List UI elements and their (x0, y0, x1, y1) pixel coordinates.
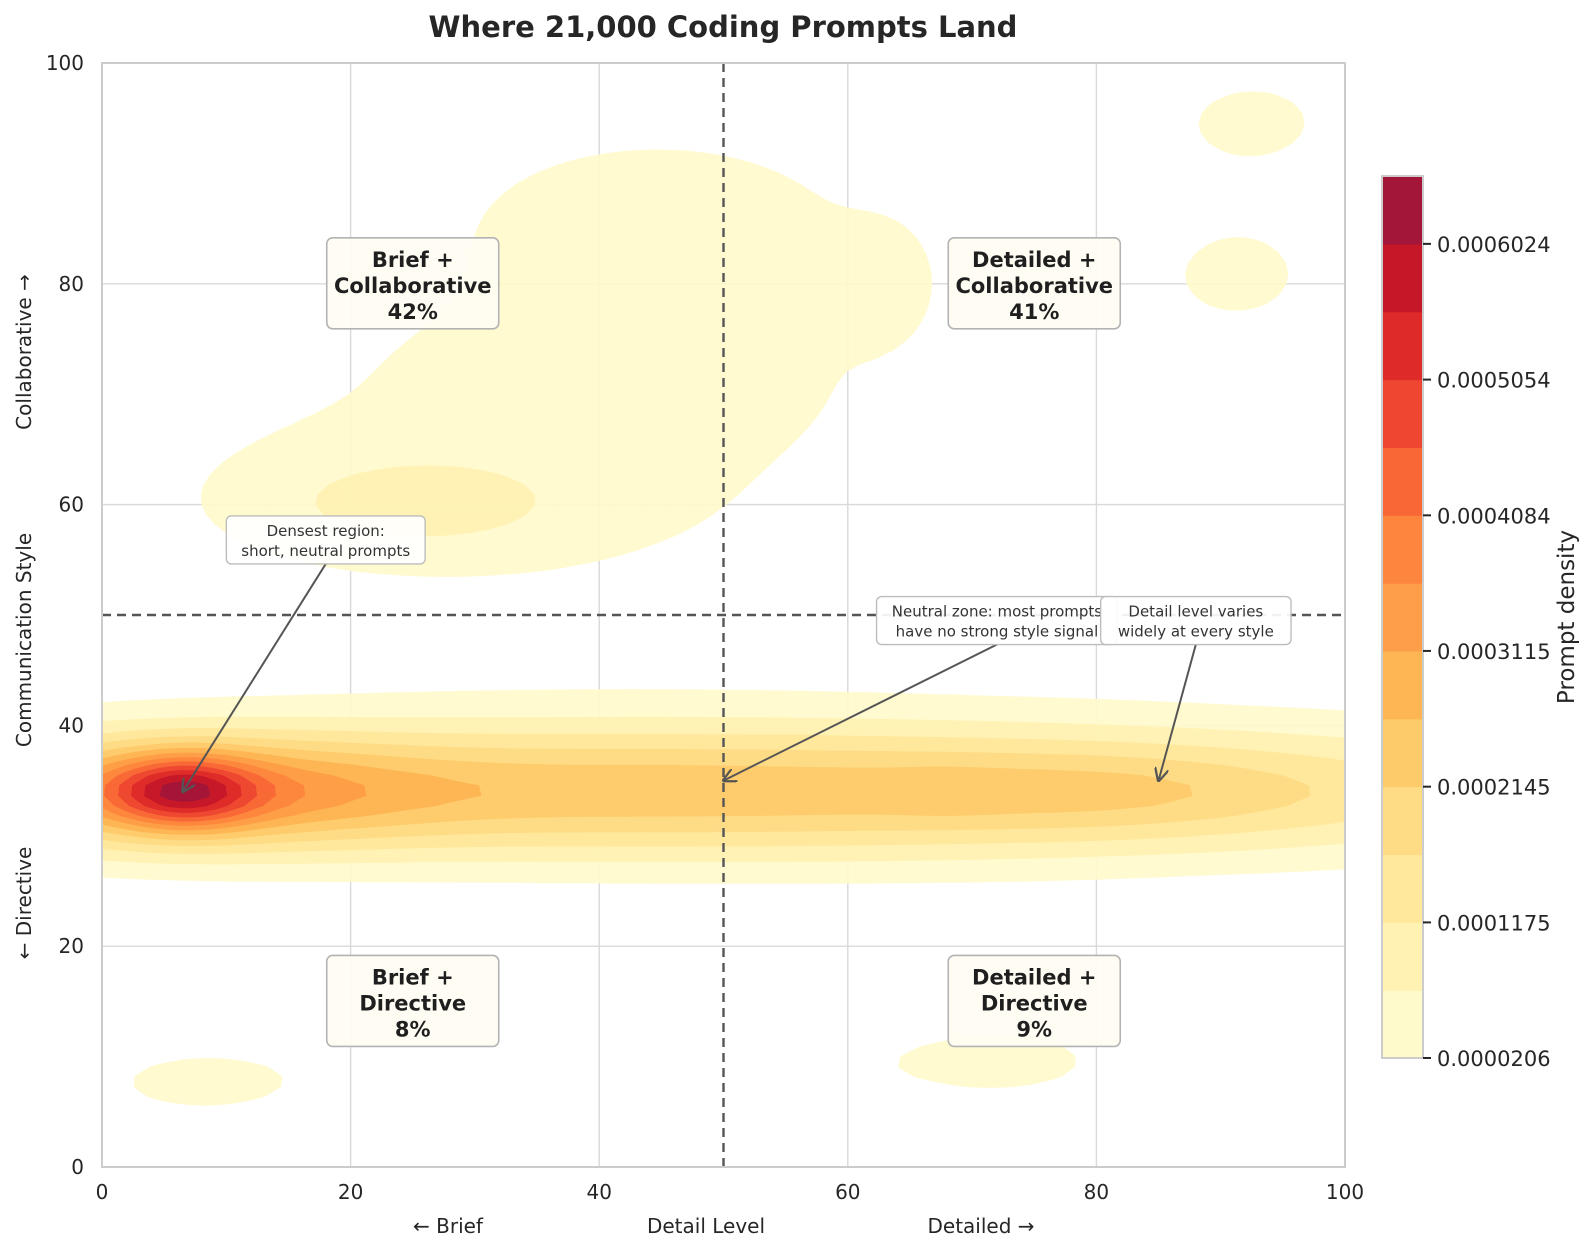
y-tick-label: 80 (59, 272, 84, 296)
y-tick-label: 100 (46, 51, 84, 75)
x-axis-label-left: ← Brief (413, 1214, 484, 1238)
axis-ticks: 0 20 40 60 80 100 0 20 40 60 80 100 (46, 51, 1364, 1204)
quadrant-label-pct: 9% (1016, 1017, 1052, 1041)
annotations: Densest region: short, neutral prompts Neu… (183, 515, 1292, 792)
quadrant-label-line1: Detailed + (972, 248, 1096, 272)
x-axis-label: Detail Level (647, 1214, 765, 1238)
annotation-line1: Densest region: (267, 522, 385, 540)
x-tick-label: 80 (1084, 1180, 1109, 1204)
colorbar-segment (1382, 311, 1423, 381)
x-axis-label-right: Detailed → (927, 1214, 1034, 1238)
quadrant-label-line2: Collaborative (334, 274, 492, 298)
colorbar-segment (1382, 922, 1423, 991)
quadrant-label-line2: Collaborative (955, 274, 1113, 298)
colorbar-tick-label: 0.0005054 (1437, 369, 1551, 393)
colorbar-tick-label: 0.0003115 (1437, 640, 1551, 664)
y-tick-label: 40 (59, 713, 84, 737)
colorbar-tick-label: 0.0002145 (1437, 776, 1551, 800)
colorbar-segment (1382, 786, 1423, 856)
colorbar-segment (1382, 990, 1423, 1059)
annotation-arrow (724, 643, 998, 781)
y-axis-label-top: Collaborative → (12, 274, 36, 430)
colorbar-tick-label: 0.0004084 (1437, 504, 1551, 528)
density-contour-level-13 (159, 781, 211, 802)
colorbar-label: Prompt density (1554, 530, 1580, 704)
chart-title: Where 21,000 Coding Prompts Land (429, 10, 1018, 44)
annotation-arrow (183, 563, 327, 792)
quadrant-label-line1: Detailed + (972, 965, 1096, 989)
annotation-line1: Detail level varies (1128, 603, 1263, 621)
colorbar-segment (1382, 176, 1423, 245)
colorbar-segment (1382, 515, 1423, 584)
annotation-line2: have no strong style signal (896, 623, 1099, 641)
quadrant-label-pct: 42% (388, 300, 438, 324)
annotation: Densest region: short, neutral prompts (183, 515, 426, 792)
colorbar-segment (1382, 583, 1423, 652)
colorbar-segment (1382, 718, 1423, 788)
quadrant-label-pct: 41% (1009, 300, 1059, 324)
y-axis-label-bottom: ← Directive (12, 847, 36, 960)
annotation-box (1099, 595, 1292, 646)
quadrant-label-box (325, 237, 500, 330)
colorbar-tick-label: 0.0001175 (1437, 911, 1551, 935)
quadrant-label-pct: 8% (395, 1017, 431, 1041)
colorbar-segment (1382, 379, 1423, 448)
colorbar-frame (1381, 175, 1424, 1059)
x-tick-label: 20 (338, 1180, 363, 1204)
quadrant-label-box (947, 237, 1122, 330)
annotation-arrow (1159, 644, 1197, 781)
annotation-line2: widely at every style (1118, 623, 1274, 641)
x-tick-label: 60 (835, 1180, 860, 1204)
y-tick-label: 20 (59, 934, 84, 958)
colorbar-segment (1382, 650, 1423, 720)
quadrant-label-line2: Directive (981, 991, 1088, 1015)
colorbar-segment (1382, 854, 1423, 923)
quadrant-label-line2: Directive (359, 991, 466, 1015)
quadrant-label-box (947, 954, 1122, 1048)
quadrant-label-line1: Brief + (372, 965, 454, 989)
y-tick-label: 60 (59, 493, 84, 517)
quadrant-label-box (325, 954, 500, 1048)
x-tick-label: 100 (1326, 1180, 1364, 1204)
annotation-box (225, 515, 426, 565)
colorbar-segment (1382, 447, 1423, 516)
x-tick-label: 40 (586, 1180, 611, 1204)
colorbar: 0.0000206 0.0001175 0.0002145 0.0003115 0.00… (1381, 175, 1551, 1071)
annotation: Detail level varies widely at every style (1099, 595, 1292, 781)
annotation: Neutral zone: most prompts have no strong… (724, 595, 1119, 781)
plot-frame (101, 62, 1346, 1168)
colorbar-tick-label: 0.0006024 (1437, 233, 1551, 257)
colorbar-segment (1382, 243, 1423, 313)
annotation-line2: short, neutral prompts (241, 542, 410, 560)
y-tick-label: 0 (71, 1155, 84, 1179)
colorbar-tick-label: 0.0000206 (1437, 1047, 1551, 1071)
density-layer (102, 91, 1345, 1106)
x-tick-label: 0 (96, 1180, 109, 1204)
annotation-line1: Neutral zone: most prompts (892, 603, 1103, 621)
y-axis-label: Communication Style (12, 533, 36, 747)
quadrant-label-line1: Brief + (372, 248, 454, 272)
